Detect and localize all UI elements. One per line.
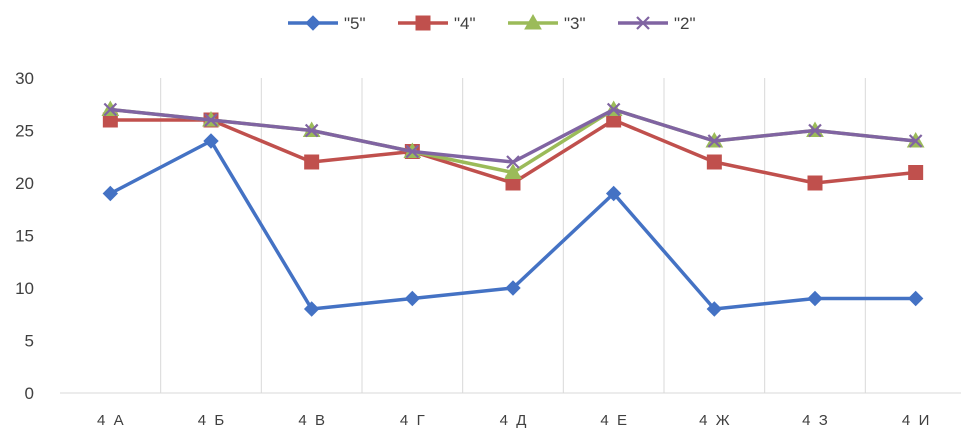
x-tick-label: 4 В [298, 412, 325, 429]
data-point [204, 113, 218, 127]
data-point [405, 144, 420, 159]
y-tick-label: 20 [15, 174, 34, 193]
data-point [808, 123, 822, 138]
legend-entry: "5" [288, 14, 366, 33]
data-point [706, 154, 722, 170]
data-point [103, 102, 118, 117]
data-point [807, 290, 823, 307]
data-point [707, 134, 722, 148]
legend-entry: "3" [508, 13, 586, 33]
legend-label: "2" [674, 14, 696, 33]
grid [160, 78, 866, 393]
legend: "5" "4" "3" "2" [288, 13, 696, 33]
data-point [102, 185, 119, 202]
y-tick-label: 0 [25, 384, 34, 403]
y-tick-label: 10 [15, 279, 34, 298]
legend-entry: "4" [398, 14, 476, 33]
axes: 0 5 10 15 20 25 30 4 А 4 Б 4 В 4 Г 4 Д 4 Е 4 Ж 4 З 4 И [15, 69, 961, 429]
x-tick-label: 4 Ж [699, 412, 730, 429]
legend-marker [524, 13, 542, 30]
series-group [101, 100, 925, 317]
data-point [506, 155, 520, 169]
series-x [103, 102, 923, 169]
data-point [807, 175, 823, 191]
legend-marker [415, 15, 431, 31]
data-point [404, 290, 421, 307]
data-point [907, 290, 924, 307]
x-tick-label: 4 Б [198, 412, 225, 429]
data-point [605, 185, 622, 202]
y-tick-label: 5 [25, 332, 34, 351]
data-point [203, 133, 219, 149]
legend-entry: "2" [618, 14, 696, 33]
data-point [706, 301, 723, 317]
x-tick-label: 4 Г [400, 412, 425, 429]
y-tick-label: 25 [15, 122, 34, 141]
x-tick-label: 4 З [802, 412, 828, 429]
data-point [908, 165, 924, 180]
legend-label: "3" [564, 14, 586, 33]
x-tick-label: 4 А [97, 412, 124, 429]
series-diamond [102, 133, 924, 317]
x-tick-label: 4 Д [500, 412, 527, 429]
legend-marker [305, 15, 321, 31]
legend-label: "4" [454, 14, 476, 33]
data-point [304, 123, 319, 138]
data-point [504, 163, 522, 179]
x-tick-label: 4 И [902, 412, 929, 429]
legend-marker [636, 16, 650, 30]
data-point [606, 102, 621, 117]
legend-label: "5" [344, 14, 366, 33]
series-line [110, 107, 916, 164]
data-point [908, 134, 923, 148]
data-point [505, 280, 521, 296]
y-tick-label: 15 [15, 227, 34, 246]
data-point [303, 301, 320, 317]
x-tick-label: 4 Е [600, 412, 627, 429]
y-tick-label: 30 [15, 69, 34, 88]
data-point [304, 154, 320, 170]
